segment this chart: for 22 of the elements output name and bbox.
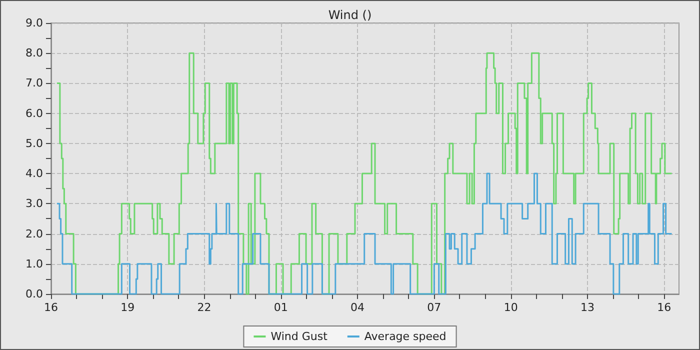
legend-label: Wind Gust (270, 330, 328, 343)
x-tick-label: 22 (197, 301, 212, 314)
y-tick-label: 4.0 (26, 167, 43, 180)
legend-label: Average speed (364, 330, 446, 343)
x-tick-label: 04 (350, 301, 365, 314)
x-tick-label: 16 (657, 301, 672, 314)
y-tick-label: 8.0 (26, 46, 43, 60)
y-tick-label: 9.0 (26, 16, 43, 30)
chart-title: Wind () (328, 8, 372, 22)
y-tick-label: 2.0 (26, 227, 43, 240)
x-tick-label: 10 (504, 301, 518, 314)
y-tick-label: 1.0 (26, 257, 43, 270)
y-tick-label: 5.0 (26, 136, 43, 150)
x-tick-label: 07 (427, 301, 442, 314)
x-tick-label: 19 (120, 301, 135, 314)
x-tick-label: 16 (44, 301, 58, 314)
y-tick-label: 0.0 (26, 288, 43, 300)
y-tick-label: 7.0 (26, 76, 43, 90)
y-tick-label: 6.0 (26, 106, 43, 120)
x-tick-label: 13 (580, 301, 594, 314)
x-tick-label: 01 (274, 301, 288, 314)
y-tick-label: 3.0 (26, 197, 43, 210)
